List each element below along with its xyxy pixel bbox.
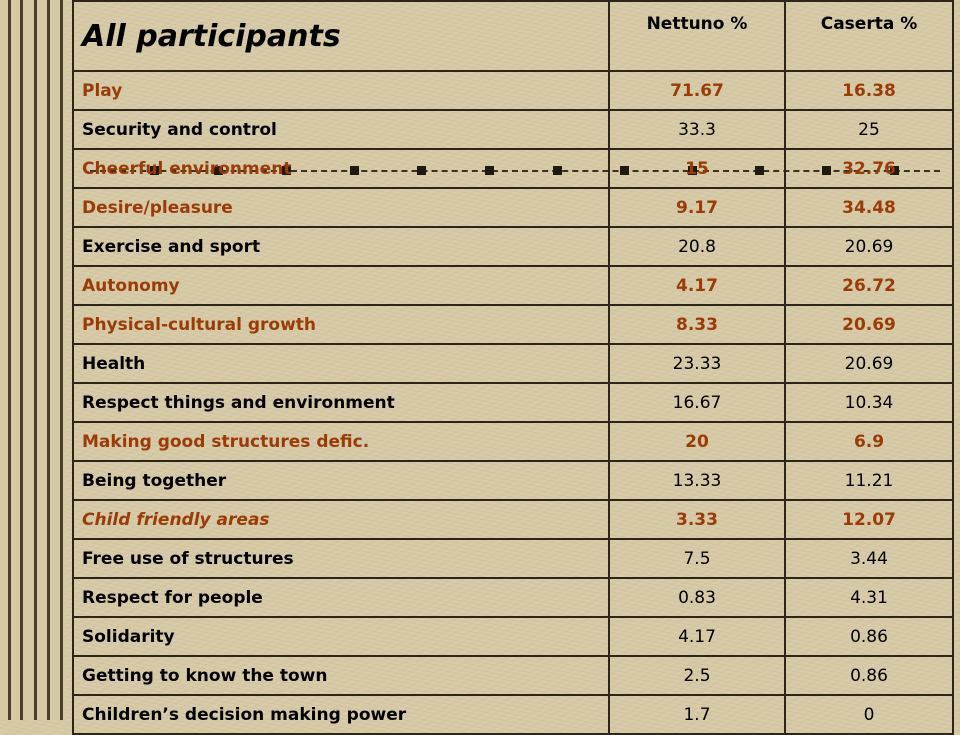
table-row: Play 71.67 16.38: [72, 70, 954, 111]
caserta-value: 34.48: [784, 187, 954, 228]
row-label: Getting to know the town: [72, 655, 610, 696]
nettuno-value: 2.5: [608, 655, 786, 696]
row-label: Solidarity: [72, 616, 610, 657]
table-row: Getting to know the town 2.5 0.86: [72, 655, 954, 696]
caserta-value: 0.86: [784, 655, 954, 696]
nettuno-value: 71.67: [608, 70, 786, 111]
caserta-value: 25: [784, 109, 954, 150]
caserta-value: 16.38: [784, 70, 954, 111]
table-row: Security and control 33.3 25: [72, 109, 954, 150]
stripe: [47, 0, 50, 720]
row-label: Child friendly areas: [72, 499, 610, 540]
table-row: Respect things and environment 16.67 10.34: [72, 382, 954, 423]
row-label: Health: [72, 343, 610, 384]
table-title-text: All participants: [82, 18, 341, 54]
caserta-value: 0.86: [784, 616, 954, 657]
nettuno-value: 4.17: [608, 265, 786, 306]
stripe: [20, 0, 23, 720]
row-label: Security and control: [72, 109, 610, 150]
table-row: Respect for people 0.83 4.31: [72, 577, 954, 618]
caserta-value: 20.69: [784, 304, 954, 345]
row-label: Desire/pleasure: [72, 187, 610, 228]
table-row: Cheerful environment 15 32.76: [72, 148, 954, 189]
row-label: Physical-cultural growth: [72, 304, 610, 345]
stripe: [60, 0, 63, 720]
table-row: Health 23.33 20.69: [72, 343, 954, 384]
column-header-caserta: Caserta %: [784, 0, 954, 72]
nettuno-value: 3.33: [608, 499, 786, 540]
row-label: Cheerful environment: [72, 148, 610, 189]
nettuno-value: 9.17: [608, 187, 786, 228]
table-row: Autonomy 4.17 26.72: [72, 265, 954, 306]
table-row: Exercise and sport 20.8 20.69: [72, 226, 954, 267]
nettuno-value: 20.8: [608, 226, 786, 267]
table-row: Being together 13.33 11.21: [72, 460, 954, 501]
caserta-value: 6.9: [784, 421, 954, 462]
caserta-value: 11.21: [784, 460, 954, 501]
caserta-value: 20.69: [784, 343, 954, 384]
nettuno-value: 23.33: [608, 343, 786, 384]
table-title: All participants: [72, 0, 610, 72]
nettuno-value: 1.7: [608, 694, 786, 735]
stripe: [34, 0, 37, 720]
caserta-value: 0: [784, 694, 954, 735]
nettuno-value: 0.83: [608, 577, 786, 618]
table-row: Free use of structures 7.5 3.44: [72, 538, 954, 579]
nettuno-value: 8.33: [608, 304, 786, 345]
decorative-stripes: [0, 0, 66, 720]
nettuno-value: 15: [608, 148, 786, 189]
caserta-value: 20.69: [784, 226, 954, 267]
table-row: Child friendly areas 3.33 12.07: [72, 499, 954, 540]
row-label: Autonomy: [72, 265, 610, 306]
table-header-row: All participants Nettuno % Caserta %: [72, 0, 954, 72]
nettuno-value: 7.5: [608, 538, 786, 579]
nettuno-value: 20: [608, 421, 786, 462]
row-label: Making good structures defic.: [72, 421, 610, 462]
table-row: Solidarity 4.17 0.86: [72, 616, 954, 657]
participants-table: All participants Nettuno % Caserta % Pla…: [72, 0, 954, 735]
nettuno-value: 4.17: [608, 616, 786, 657]
table-row: Physical-cultural growth 8.33 20.69: [72, 304, 954, 345]
caserta-value: 32.76: [784, 148, 954, 189]
table-row: Desire/pleasure 9.17 34.48: [72, 187, 954, 228]
nettuno-value: 13.33: [608, 460, 786, 501]
caserta-value: 10.34: [784, 382, 954, 423]
row-label: Free use of structures: [72, 538, 610, 579]
table-row: Making good structures defic. 20 6.9: [72, 421, 954, 462]
column-header-nettuno: Nettuno %: [608, 0, 786, 72]
caserta-value: 4.31: [784, 577, 954, 618]
row-label: Respect for people: [72, 577, 610, 618]
row-label: Exercise and sport: [72, 226, 610, 267]
caserta-value: 26.72: [784, 265, 954, 306]
row-label: Children’s decision making power: [72, 694, 610, 735]
stripe: [8, 0, 11, 720]
caserta-value: 12.07: [784, 499, 954, 540]
row-label: Being together: [72, 460, 610, 501]
nettuno-value: 33.3: [608, 109, 786, 150]
row-label: Play: [72, 70, 610, 111]
nettuno-value: 16.67: [608, 382, 786, 423]
caserta-value: 3.44: [784, 538, 954, 579]
table-row: Children’s decision making power 1.7 0: [72, 694, 954, 735]
row-label: Respect things and environment: [72, 382, 610, 423]
